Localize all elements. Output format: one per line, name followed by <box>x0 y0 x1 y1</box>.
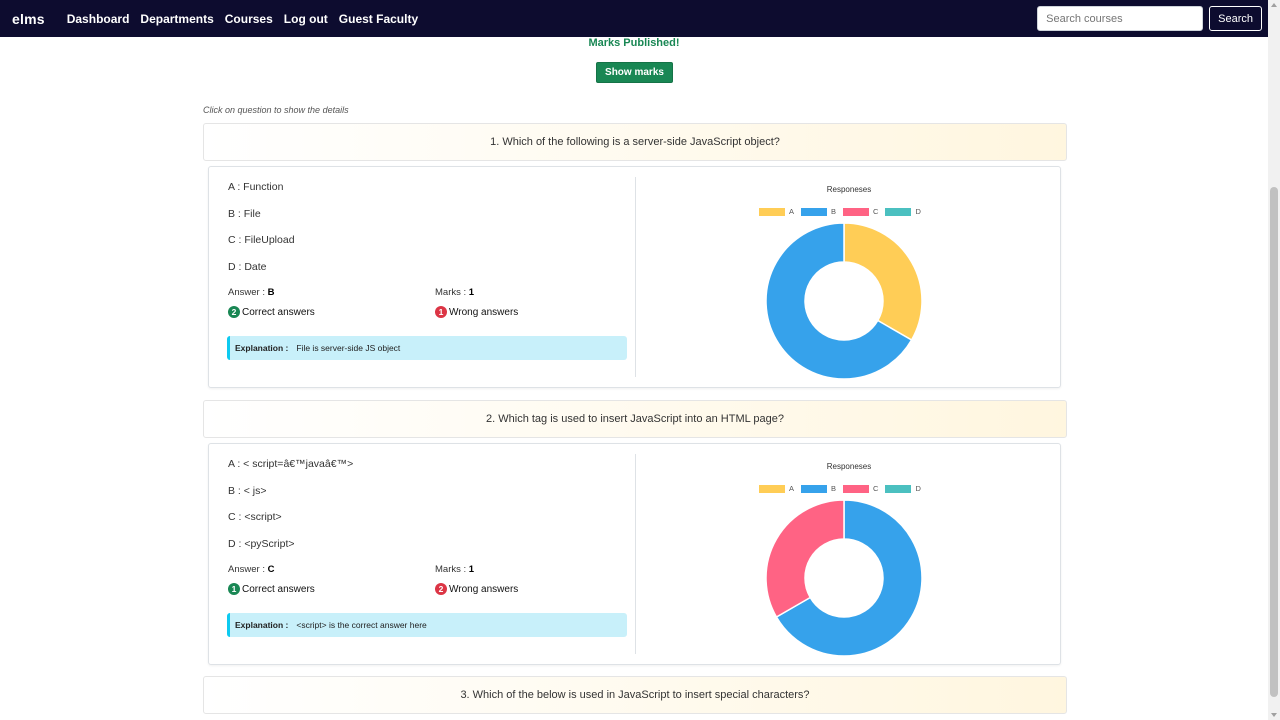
question-header-2[interactable]: 2. Which tag is used to insert JavaScrip… <box>203 400 1067 438</box>
legend-item-d[interactable]: D <box>885 207 921 216</box>
correct-answers-line: 1 Correct answers <box>228 583 315 595</box>
correct-answers-line: 2 Correct answers <box>228 306 315 318</box>
marks-published-message: Marks Published! <box>588 37 680 49</box>
legend-item-d[interactable]: D <box>885 484 921 493</box>
legend-item-a[interactable]: A <box>759 207 794 216</box>
answer-label: Answer : <box>228 287 268 298</box>
nav-guest-faculty[interactable]: Guest Faculty <box>338 11 419 26</box>
option-a: A : Function <box>228 181 284 193</box>
wrong-count-badge: 2 <box>435 583 447 595</box>
explanation-text: <script> is the correct answer here <box>296 620 427 630</box>
legend-swatch-a <box>759 484 785 493</box>
question-details-2: A : < script=â€™javaâ€™> B : < js> C : <… <box>208 443 1061 665</box>
show-marks-button[interactable]: Show marks <box>596 62 673 83</box>
answer-value: C <box>267 564 275 575</box>
answer-line: Answer : C <box>228 564 274 575</box>
donut-slice-c[interactable] <box>765 499 845 619</box>
legend-label-b: B <box>831 484 837 493</box>
search-button[interactable]: Search <box>1209 6 1262 31</box>
question-header-1[interactable]: 1. Which of the following is a server-si… <box>203 123 1067 161</box>
wrong-answers-label: Wrong answers <box>449 306 519 318</box>
chart-legend: A B C D <box>759 207 928 216</box>
marks-value: 1 <box>468 564 475 575</box>
marks-line: Marks : 1 <box>435 287 474 298</box>
explanation-box: Explanation : <script> is the correct ans… <box>227 613 627 637</box>
marks-label: Marks : <box>435 287 469 298</box>
card-divider <box>635 177 636 377</box>
legend-item-b[interactable]: B <box>801 484 836 493</box>
legend-item-a[interactable]: A <box>759 484 794 493</box>
correct-count-badge: 2 <box>228 306 240 318</box>
brand-logo[interactable]: elms <box>12 10 45 27</box>
nav-dashboard[interactable]: Dashboard <box>66 11 130 26</box>
marks-line: Marks : 1 <box>435 564 474 575</box>
chart-title: Responeses <box>826 462 872 471</box>
chart-legend: A B C D <box>759 484 928 493</box>
option-c: C : <script> <box>228 511 282 523</box>
explanation-box: Explanation : File is server-side JS obje… <box>227 336 627 360</box>
legend-label-d: D <box>915 207 921 216</box>
scrollbar-thumb[interactable] <box>1270 187 1278 697</box>
wrong-answers-label: Wrong answers <box>449 583 519 595</box>
legend-swatch-b <box>801 207 828 216</box>
card-divider <box>635 454 636 654</box>
legend-swatch-d <box>885 207 912 216</box>
explanation-label: Explanation : <box>235 343 289 353</box>
scroll-down-icon[interactable] <box>1271 713 1277 717</box>
scroll-up-icon[interactable] <box>1271 3 1277 7</box>
marks-label: Marks : <box>435 564 469 575</box>
answer-label: Answer : <box>228 564 268 575</box>
legend-item-b[interactable]: B <box>801 207 836 216</box>
correct-answers-label: Correct answers <box>242 583 315 595</box>
search-input[interactable] <box>1037 6 1204 31</box>
legend-swatch-d <box>885 484 912 493</box>
responses-donut-chart[interactable] <box>764 498 924 658</box>
marks-value: 1 <box>468 287 475 298</box>
option-a: A : < script=â€™javaâ€™> <box>228 458 354 470</box>
wrong-answers-line: 2 Wrong answers <box>435 583 518 595</box>
nav-logout[interactable]: Log out <box>283 11 328 26</box>
question-details-1: A : Function B : File C : FileUpload D :… <box>208 166 1061 388</box>
explanation-label: Explanation : <box>235 620 289 630</box>
wrong-answers-line: 1 Wrong answers <box>435 306 518 318</box>
legend-swatch-c <box>843 207 870 216</box>
legend-swatch-a <box>759 207 785 216</box>
legend-label-a: A <box>789 207 795 216</box>
option-d: D : Date <box>228 261 267 273</box>
legend-item-c[interactable]: C <box>843 207 878 216</box>
donut-slice-a[interactable] <box>843 222 923 342</box>
search-form: Search <box>1037 6 1262 31</box>
option-b: B : File <box>228 208 261 220</box>
chart-title: Responeses <box>826 185 872 194</box>
responses-donut-chart[interactable] <box>764 221 924 381</box>
legend-label-a: A <box>789 484 795 493</box>
correct-answers-label: Correct answers <box>242 306 315 318</box>
donut-slice-b[interactable] <box>775 499 923 657</box>
wrong-count-badge: 1 <box>435 306 447 318</box>
option-b: B : < js> <box>228 485 267 497</box>
legend-item-c[interactable]: C <box>843 484 878 493</box>
legend-label-c: C <box>873 484 879 493</box>
nav-courses[interactable]: Courses <box>224 11 273 26</box>
question-header-3[interactable]: 3. Which of the below is used in JavaScr… <box>203 676 1067 714</box>
option-c: C : FileUpload <box>228 234 295 246</box>
option-d: D : <pyScript> <box>228 538 295 550</box>
top-navbar: elms Dashboard Departments Courses Log o… <box>0 0 1268 37</box>
legend-swatch-b <box>801 484 828 493</box>
page-scrollbar[interactable] <box>1268 0 1280 720</box>
explanation-text: File is server-side JS object <box>296 343 401 353</box>
answer-line: Answer : B <box>228 287 274 298</box>
correct-count-badge: 1 <box>228 583 240 595</box>
legend-label-c: C <box>873 207 879 216</box>
legend-label-d: D <box>915 484 921 493</box>
nav-departments[interactable]: Departments <box>140 11 214 26</box>
donut-slice-b[interactable] <box>765 222 913 380</box>
answer-value: B <box>267 287 275 298</box>
details-hint: Click on question to show the details <box>203 105 349 115</box>
legend-swatch-c <box>843 484 870 493</box>
legend-label-b: B <box>831 207 837 216</box>
